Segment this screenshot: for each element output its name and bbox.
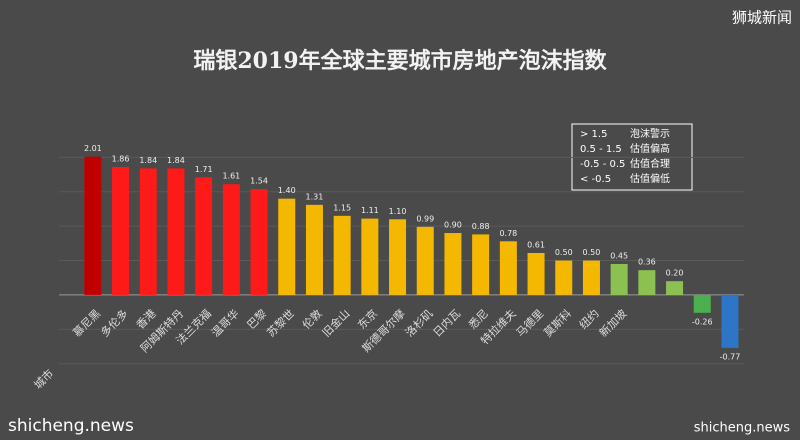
bar [278,198,296,295]
bar [527,252,545,295]
value-label: -0.77 [720,352,741,361]
bar [112,167,130,295]
bar [361,218,379,295]
bar [416,226,434,295]
legend-range: -0.5 - 0.5 [580,159,625,170]
legend-meaning: 估值偏低 [630,172,670,185]
value-label: 1.10 [389,207,407,216]
value-label: 1.11 [361,206,379,215]
bar [222,184,240,295]
bar [167,168,185,295]
value-label: 1.84 [139,156,157,165]
legend-meaning: 泡沫警示 [630,127,670,140]
legend-meaning: 估值合理 [630,157,670,170]
bar [472,234,490,295]
bar [250,189,268,295]
value-label: 0.50 [555,248,573,257]
value-label: 0.45 [610,251,628,260]
bar [721,294,739,348]
value-label: 0.90 [444,221,462,230]
chart-title: 瑞银2019年全球主要城市房地产泡沫指数 [193,48,607,74]
value-label: 1.54 [250,177,268,186]
value-label: -0.26 [692,317,713,326]
value-label: 0.50 [583,248,601,257]
watermark: shicheng.news [694,421,791,436]
bar [195,177,213,295]
bar [444,233,462,295]
legend-range: < -0.5 [580,174,611,185]
value-label: 0.78 [499,229,517,238]
bar [139,168,157,295]
bar [305,204,323,295]
legend-range: 0.5 - 1.5 [580,144,622,155]
bar [84,156,102,295]
bar [333,215,351,295]
value-label: 0.99 [416,214,434,223]
watermark: 狮城新闻 [732,9,792,27]
value-label: 1.71 [195,165,213,174]
legend-range: > 1.5 [580,129,607,140]
watermark: shicheng.news [8,416,134,436]
value-label: 1.15 [333,203,351,212]
bar [555,260,573,295]
value-label: 0.36 [638,258,656,267]
bar [610,263,628,295]
bar [389,219,407,295]
value-label: 1.84 [167,156,185,165]
value-label: 0.88 [472,222,490,231]
value-label: 1.61 [222,172,240,181]
value-label: 1.40 [278,186,296,195]
value-label: 2.01 [84,144,102,153]
bar [693,294,711,313]
value-label: 1.31 [306,192,324,201]
bar [638,270,656,295]
bar [582,260,600,295]
bar [666,281,684,295]
value-label: 0.20 [666,269,684,278]
value-label: 0.61 [527,240,545,249]
bar [499,241,517,295]
value-label: 1.86 [112,155,130,164]
legend-meaning: 估值偏高 [630,142,670,155]
